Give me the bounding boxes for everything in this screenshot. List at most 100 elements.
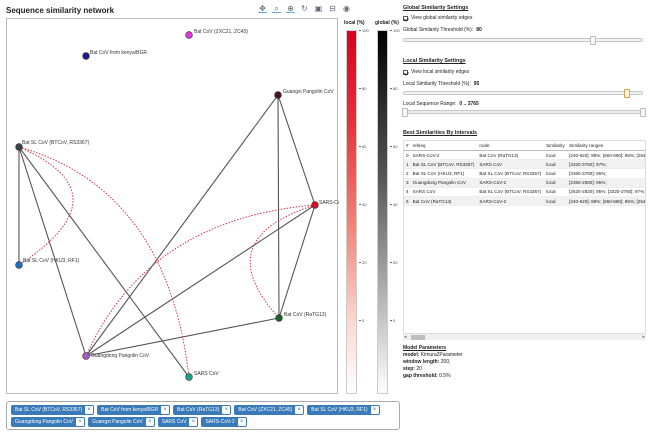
table-row[interactable]: 3 Guangdong Pangolin CoV SARS-CoV-2 local [2… <box>404 178 645 188</box>
table-row[interactable]: 0 SARS-CoV-2 Bat CoV (RaTG13) local [240-620… <box>404 150 645 161</box>
hover-tool-icon[interactable]: ⊟ <box>329 4 336 13</box>
chip-remove-icon[interactable]: × <box>370 406 379 414</box>
local-edges-checkbox[interactable] <box>403 69 408 75</box>
model-parameters: Model Parameters model: Kimura2Parameter… <box>403 345 463 380</box>
global-edges-checkbox-label: View global similarity edges <box>411 15 473 21</box>
table-column-header[interactable]: Similarity ranges <box>567 141 645 151</box>
node-label-guangdong: Guangdong Pangolin CoV <box>91 353 150 359</box>
global-edge-btcov-guangdong[interactable] <box>18 146 87 357</box>
global-edge-guangxi-sars2[interactable] <box>277 94 316 206</box>
selected-node-chip: Bat CoV (ZXC21, ZC45) × <box>234 405 305 415</box>
bokeh-logo-icon[interactable]: ◉ <box>343 4 350 13</box>
model-parameter: gap threshold: 0.5% <box>403 373 463 380</box>
reset-tool-icon[interactable]: ↻ <box>301 4 308 13</box>
pan-tool-icon[interactable]: ✥ <box>258 4 267 13</box>
chip-remove-icon[interactable]: × <box>76 418 85 426</box>
parameter-key: window length: <box>403 359 440 365</box>
model-parameters-heading: Model Parameters <box>403 345 447 351</box>
node-guangdong[interactable] <box>82 352 90 360</box>
table-cell: local <box>544 178 568 188</box>
similarity-table[interactable]: # refseq node Similarity Similarity ranges 0… <box>403 140 646 340</box>
global-edge-sars2-ratg13[interactable] <box>278 204 316 319</box>
table-row[interactable]: 2 Bat SL CoV (HKU3, RF1) Bat SL CoV (BTCoV… <box>404 168 645 179</box>
global-edges-checkbox[interactable] <box>403 15 408 21</box>
table-cell: 2 <box>404 168 411 179</box>
chip-remove-icon[interactable]: × <box>161 406 170 414</box>
node-zxc21[interactable] <box>185 31 193 39</box>
table-row[interactable]: 1 Bat SL CoV (BTCoV, RS3367) SARS CoV local… <box>404 159 645 170</box>
node-label-hku3: Bat SL CoV (HKU3, RF1) <box>23 258 80 264</box>
global-edges-checkbox-row[interactable]: View global similarity edges <box>403 15 472 21</box>
node-sars[interactable] <box>185 373 193 381</box>
chip-remove-icon[interactable]: × <box>222 406 231 414</box>
scroll-right-arrow-icon[interactable]: ▸ <box>642 334 645 340</box>
scroll-left-arrow-icon[interactable]: ◂ <box>404 334 407 340</box>
global-edge-sars2-guangdong[interactable] <box>85 204 316 357</box>
table-cell: SARS-CoV-2 <box>477 178 545 188</box>
node-sars2[interactable] <box>311 201 319 209</box>
model-parameter: window length: 200, <box>403 359 463 366</box>
save-tool-icon[interactable]: ▣ <box>314 4 323 13</box>
global-colorbar-tick: 60 <box>389 144 398 149</box>
local-edge-btcov-sars[interactable] <box>18 146 190 378</box>
table-cell: Guangdong Pangolin CoV <box>410 178 478 188</box>
node-selector[interactable]: Bat SL CoV (BTCoV, RS3367) × Bat CoV from … <box>6 401 400 430</box>
node-label-zxc21: Bat CoV (ZXC21, ZC45) <box>194 29 248 35</box>
table-cell: 5 <box>404 196 411 207</box>
global-threshold-slider-handle[interactable] <box>589 36 596 45</box>
local-colorbar-label: local (%) <box>344 20 365 26</box>
local-threshold-label: Local Similarity Threshold (%): 95 <box>403 81 479 87</box>
global-edge-guangxi-ratg13[interactable] <box>277 94 280 319</box>
chip-label: Bat CoV from kenya/BGR <box>101 407 159 413</box>
global-colorbar-tick: 0 <box>389 318 396 323</box>
table-row[interactable]: 4 SARS CoV Bat SL CoV (BTCoV, RS3367) local… <box>404 187 645 197</box>
global-edge-btcov-sars[interactable] <box>18 146 190 378</box>
local-edge-btcov-hku3[interactable] <box>18 146 74 266</box>
parameter-key: model: <box>403 352 420 358</box>
local-threshold-slider-handle[interactable] <box>624 89 631 98</box>
local-edges-checkbox-label: View local similarity edges <box>411 69 470 75</box>
wheel-zoom-tool-icon[interactable]: ⊕ <box>286 4 295 13</box>
node-btcov[interactable] <box>15 143 23 151</box>
selected-node-chip: Guangxi Pangolin CoV × <box>88 417 155 427</box>
node-hku3[interactable] <box>15 261 23 269</box>
local-edge-sars2-ratg13[interactable] <box>249 204 316 319</box>
selected-node-chip: Bat CoV from kenya/BGR × <box>97 405 171 415</box>
global-threshold-slider[interactable] <box>403 36 643 45</box>
table-column-header[interactable]: refseq <box>410 141 478 151</box>
scrollbar-thumb[interactable] <box>411 335 425 340</box>
local-edges-checkbox-row[interactable]: View local similarity edges <box>403 69 469 75</box>
table-column-header[interactable]: node <box>477 141 545 151</box>
chip-label: SARS CoV <box>161 419 187 425</box>
local-edge-sars2-guangdong[interactable] <box>85 204 316 357</box>
local-range-text: Local Sequence Range: <box>403 101 457 107</box>
chip-label: Bat CoV (RaTG13) <box>177 407 220 413</box>
local-colorbar-tick: 40 <box>358 202 367 207</box>
local-threshold-slider[interactable] <box>403 89 643 98</box>
global-threshold-value: 80 <box>476 27 482 33</box>
table-column-header[interactable]: Similarity <box>544 141 568 151</box>
chip-remove-icon[interactable]: × <box>295 406 304 414</box>
chip-remove-icon[interactable]: × <box>145 418 154 426</box>
local-range-start-handle[interactable] <box>402 108 408 117</box>
table-cell: 0 <box>404 150 411 161</box>
node-ratg13[interactable] <box>275 314 283 322</box>
table-row[interactable]: 5 Bat CoV (RaTG13) SARS-CoV-2 local [240-620… <box>404 196 645 207</box>
chip-remove-icon[interactable]: × <box>237 418 246 426</box>
chip-remove-icon[interactable]: × <box>189 418 198 426</box>
network-graph[interactable]: Bat CoV (ZXC21, ZC45) Bat CoV from kenya/… <box>6 18 339 395</box>
node-guangxi[interactable] <box>274 91 282 99</box>
chip-remove-icon[interactable]: × <box>85 406 94 414</box>
table-cell: 3 <box>404 178 411 188</box>
table-horizontal-scrollbar[interactable]: ◂ ▸ <box>403 333 646 340</box>
selected-node-chip: SARS CoV × <box>157 417 199 427</box>
local-range-end-handle[interactable] <box>640 108 646 117</box>
local-range-slider[interactable] <box>402 108 646 117</box>
network-svg[interactable]: Bat CoV (ZXC21, ZC45) Bat CoV from kenya/… <box>7 19 339 395</box>
global-edge-guangxi-guangdong[interactable] <box>85 94 279 357</box>
table-cell: [3360-3760]: 95%; <box>567 168 645 179</box>
box-zoom-tool-icon[interactable]: ⌕ <box>272 4 281 13</box>
node-kenya[interactable] <box>82 52 90 60</box>
global-colorbar-label: global (%) <box>375 20 399 26</box>
table-column-header[interactable]: # <box>404 141 411 151</box>
